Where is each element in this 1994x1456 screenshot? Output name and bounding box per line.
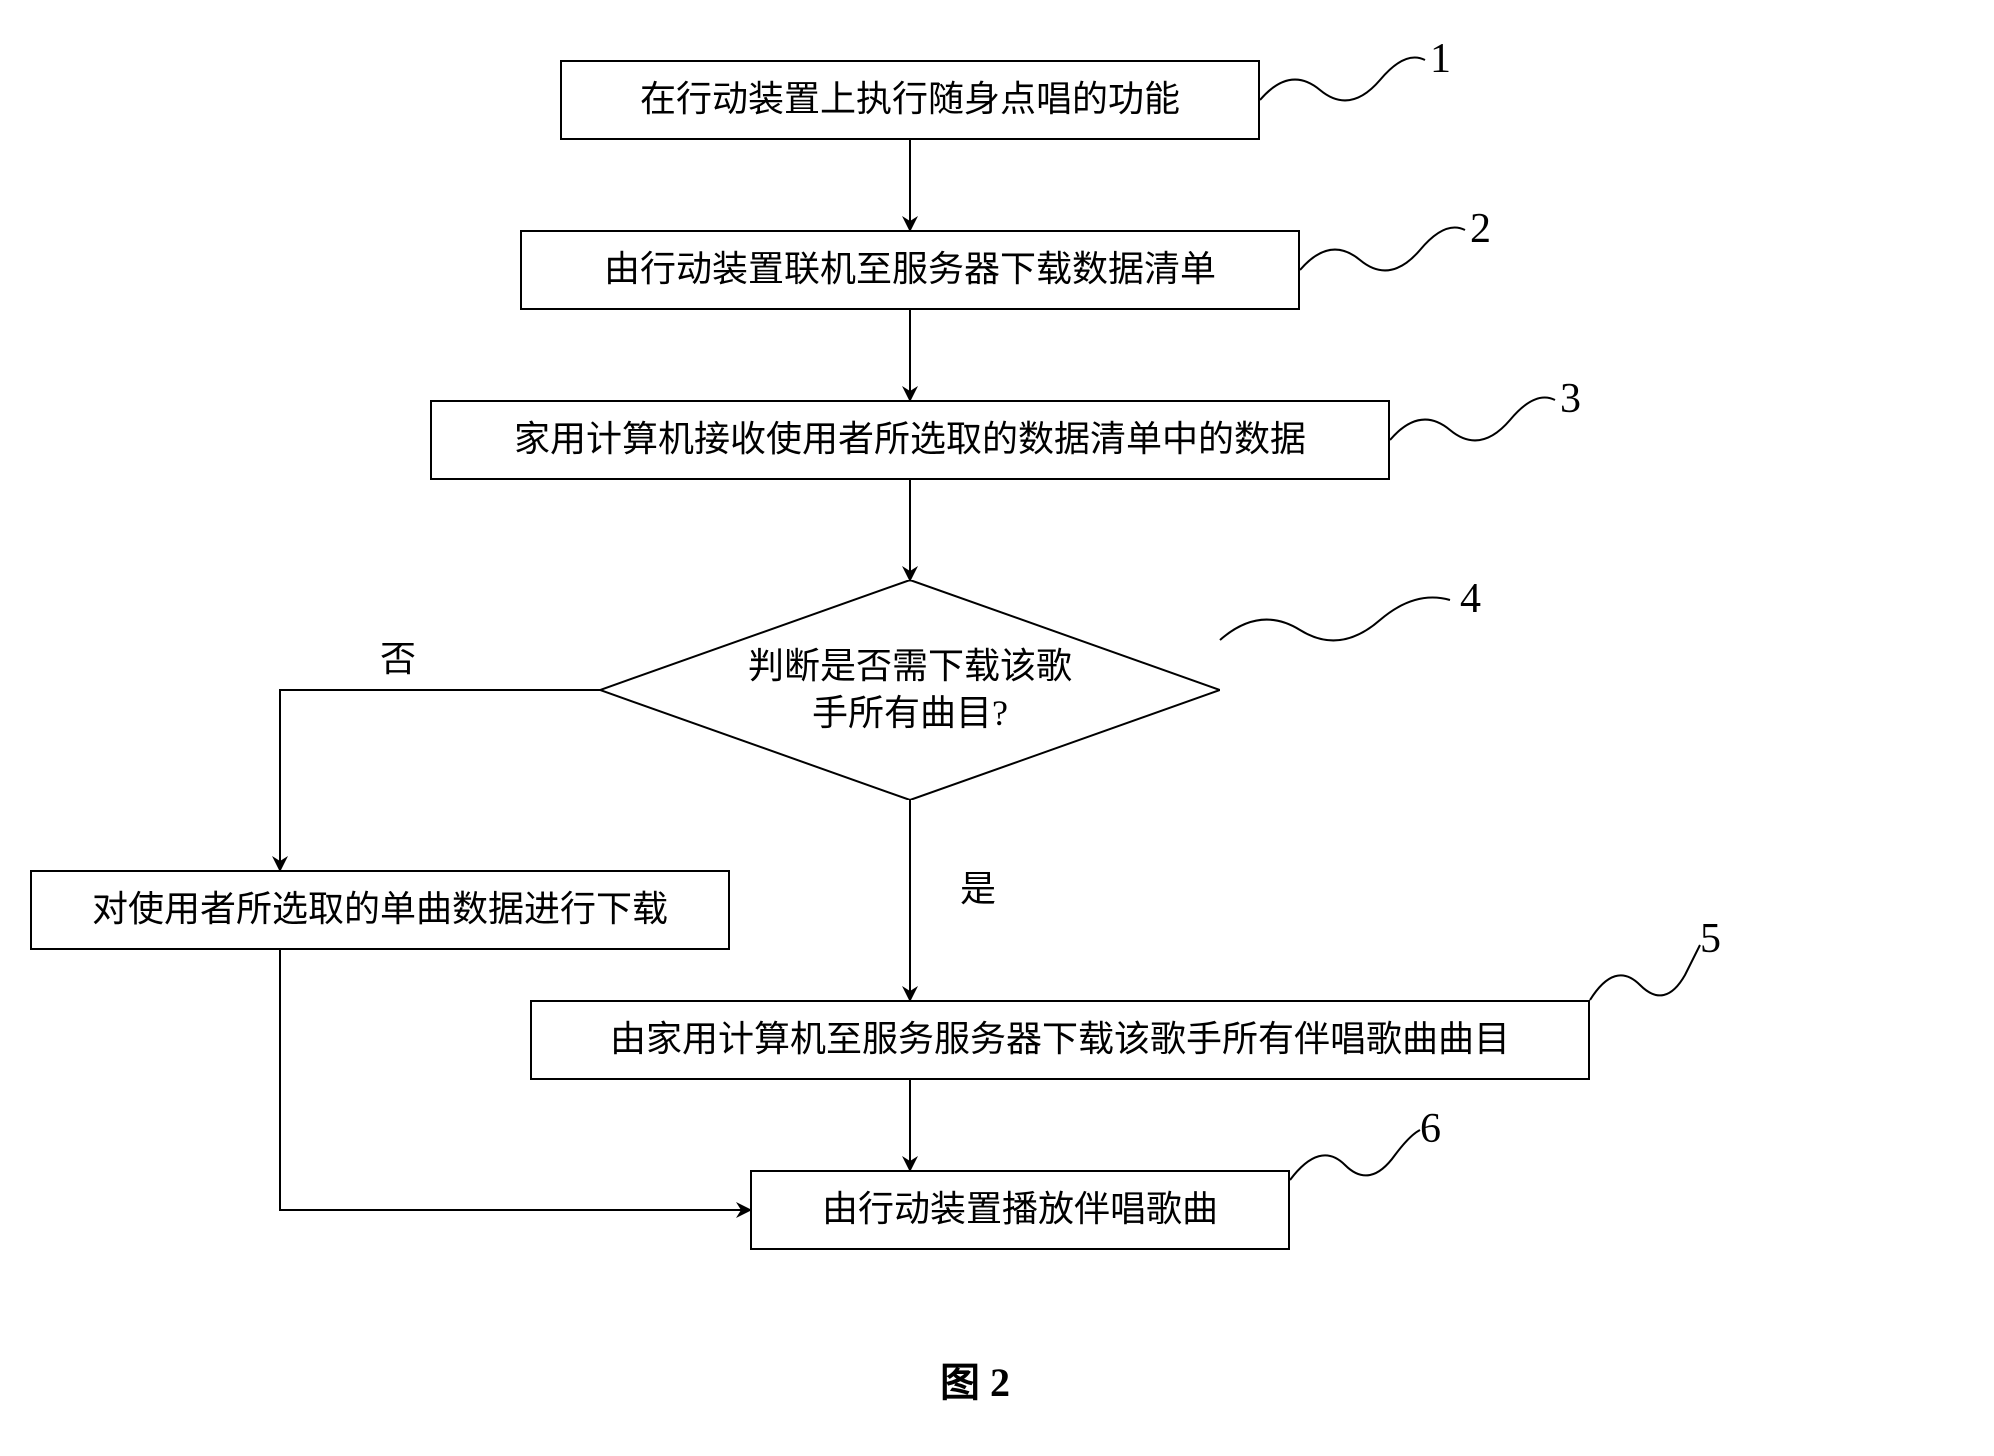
node-step-5: 由家用计算机至服务服务器下载该歌手所有伴唱歌曲曲目 — [530, 1000, 1590, 1080]
callout-num-3: 3 — [1560, 375, 1581, 423]
label-yes: 是 — [960, 860, 996, 912]
label-no: 否 — [380, 630, 416, 682]
callout-num-4: 4 — [1460, 575, 1481, 623]
figure-label: 图 2 — [940, 1350, 1010, 1408]
node-step-1: 在行动装置上执行随身点唱的功能 — [560, 60, 1260, 140]
node-step-2: 由行动装置联机至服务器下载数据清单 — [520, 230, 1300, 310]
callout-num-2-text: 2 — [1470, 206, 1491, 252]
callout-num-5: 5 — [1700, 915, 1721, 963]
node-decision-4: 判断是否需下载该歌 手所有曲目? — [600, 580, 1220, 800]
node-step-6-text: 由行动装置播放伴唱歌曲 — [822, 1188, 1218, 1231]
node-no-branch-text: 对使用者所选取的单曲数据进行下载 — [92, 888, 668, 931]
callout-num-2: 2 — [1470, 205, 1491, 253]
callout-num-4-text: 4 — [1460, 576, 1481, 622]
callout-num-1: 1 — [1430, 35, 1451, 83]
callout-num-6-text: 6 — [1420, 1106, 1441, 1152]
node-step-5-text: 由家用计算机至服务服务器下载该歌手所有伴唱歌曲曲目 — [610, 1018, 1510, 1061]
node-no-branch: 对使用者所选取的单曲数据进行下载 — [30, 870, 730, 950]
node-step-1-text: 在行动装置上执行随身点唱的功能 — [640, 78, 1180, 121]
callout-num-6: 6 — [1420, 1105, 1441, 1153]
callout-num-1-text: 1 — [1430, 36, 1451, 82]
label-yes-text: 是 — [960, 869, 996, 909]
node-decision-4-text: 判断是否需下载该歌 手所有曲目? — [748, 643, 1072, 737]
node-step-2-text: 由行动装置联机至服务器下载数据清单 — [604, 248, 1216, 291]
label-no-text: 否 — [380, 639, 416, 679]
flowchart-canvas: 在行动装置上执行随身点唱的功能 由行动装置联机至服务器下载数据清单 家用计算机接… — [0, 0, 1994, 1456]
node-step-3: 家用计算机接收使用者所选取的数据清单中的数据 — [430, 400, 1390, 480]
figure-label-text: 图 2 — [940, 1360, 1010, 1405]
node-step-3-text: 家用计算机接收使用者所选取的数据清单中的数据 — [514, 418, 1306, 461]
callout-num-5-text: 5 — [1700, 916, 1721, 962]
callout-num-3-text: 3 — [1560, 376, 1581, 422]
node-step-6: 由行动装置播放伴唱歌曲 — [750, 1170, 1290, 1250]
